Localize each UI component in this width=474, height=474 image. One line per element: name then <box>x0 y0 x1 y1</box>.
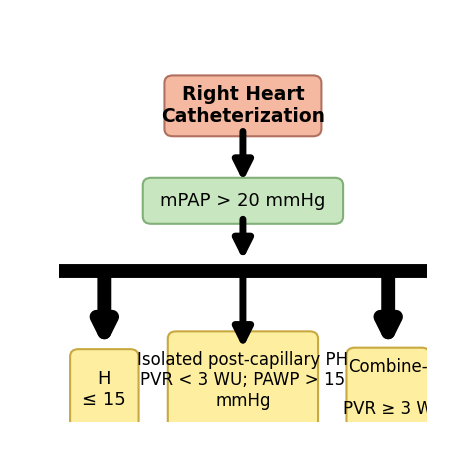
Text: mPAP > 20 mmHg: mPAP > 20 mmHg <box>160 192 326 210</box>
Text: Isolated post-capillary PH
PVR < 3 WU; PAWP > 15
mmHg: Isolated post-capillary PH PVR < 3 WU; P… <box>137 350 348 410</box>
FancyBboxPatch shape <box>70 349 138 429</box>
FancyBboxPatch shape <box>346 347 430 428</box>
Text: Right Heart
Catheterization: Right Heart Catheterization <box>161 85 325 127</box>
FancyBboxPatch shape <box>164 75 321 136</box>
FancyBboxPatch shape <box>168 331 318 429</box>
FancyBboxPatch shape <box>143 178 343 224</box>
Text: Combine-

PVR ≥ 3 W: Combine- PVR ≥ 3 W <box>343 358 433 418</box>
Text: H
≤ 15: H ≤ 15 <box>82 370 126 409</box>
